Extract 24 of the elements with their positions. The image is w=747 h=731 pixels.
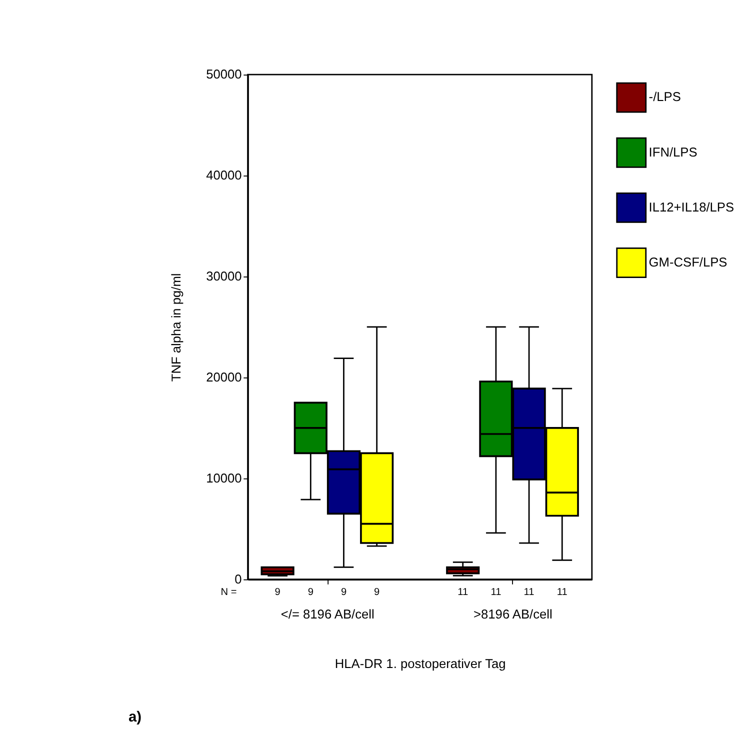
x-tick-label: >8196 AB/cell — [474, 606, 552, 622]
y-tick-label: 30000 — [206, 268, 242, 284]
legend-label: -/LPS — [648, 89, 681, 104]
legend-label: GM-CSF/LPS — [648, 254, 728, 270]
text: 11 — [524, 586, 535, 598]
y-tick-label: 50000 — [206, 66, 242, 82]
y-tick-label: 40000 — [206, 168, 242, 183]
text: 9 — [340, 586, 347, 598]
text: 9 — [308, 586, 314, 598]
legend-label: IFN/LPS — [648, 144, 698, 160]
text: 11 — [458, 586, 468, 598]
text: 9 — [374, 586, 380, 598]
x-tick-label: </= 8196 AB/cell — [280, 606, 374, 622]
text: 11 — [490, 586, 502, 598]
y-tick-label: 0 — [234, 571, 242, 586]
y-axis-title: TNF alpha in pg/ml — [168, 273, 184, 382]
text: N = — [220, 586, 237, 598]
x-axis-title: HLA-DR 1. postoperativer Tag — [334, 656, 506, 671]
y-tick-label: 10000 — [206, 470, 242, 486]
text: 9 — [274, 586, 281, 598]
y-tick-label: 20000 — [206, 370, 242, 385]
text: a) — [128, 710, 142, 726]
text: 11 — [556, 586, 568, 598]
legend-label: IL12+IL18/LPS — [648, 199, 734, 214]
